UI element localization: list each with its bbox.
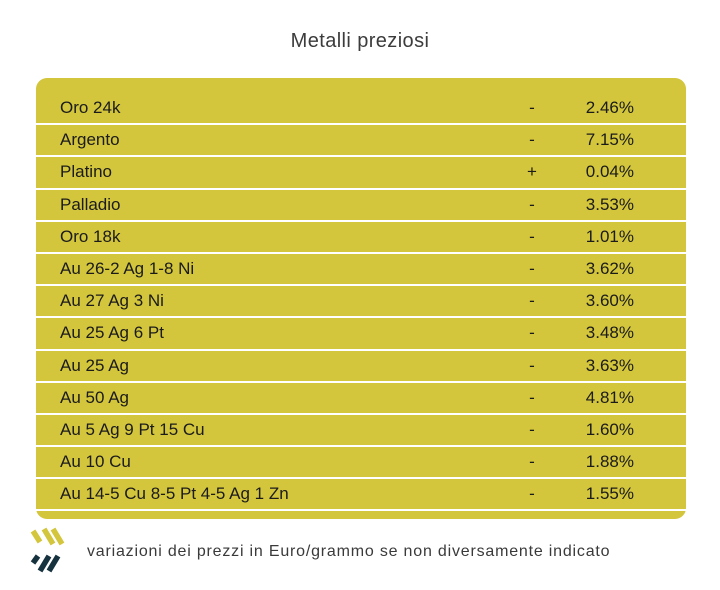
metal-name: Au 25 Ag [60, 355, 130, 375]
table-row: Au 27 Ag 3 Ni - 3.60% [36, 286, 686, 319]
change-sign: - [529, 291, 535, 311]
table-row: Au 25 Ag - 3.63% [36, 351, 686, 383]
change-sign: - [529, 226, 535, 246]
metal-name: Platino [60, 162, 112, 182]
change-percent: 1.88% [585, 452, 634, 472]
table-row: Au 25 Ag 6 Pt - 3.48% [36, 318, 686, 351]
table-row: Argento - 7.15% [36, 125, 686, 158]
change-percent: 3.53% [585, 194, 634, 214]
table-row: Oro 24k - 2.46% [36, 93, 686, 126]
metal-name: Palladio [60, 194, 121, 214]
change-percent: 1.01% [585, 226, 634, 246]
change-percent: 7.15% [585, 130, 634, 150]
metal-name: Au 50 Ag [60, 387, 130, 407]
change-sign: - [529, 259, 535, 279]
metal-name: Oro 24k [60, 98, 121, 118]
change-sign: - [529, 452, 535, 472]
change-sign: - [529, 387, 535, 407]
change-sign: - [529, 130, 535, 150]
change-percent: 3.60% [585, 291, 634, 311]
change-percent: 1.60% [585, 419, 634, 439]
change-percent: 3.63% [585, 355, 634, 375]
change-percent: 3.48% [585, 323, 634, 343]
metal-name: Oro 18k [60, 226, 121, 246]
metal-name: Au 27 Ag 3 Ni [60, 291, 164, 311]
page-title: Metalli preziosi [290, 30, 430, 52]
change-sign: - [529, 194, 535, 214]
change-percent: 4.81% [585, 387, 634, 407]
metal-name: Au 26-2 Ag 1-8 Ni [60, 259, 195, 279]
table-row: Au 14-5 Cu 8-5 Pt 4-5 Ag 1 Zn - 1.55% [36, 479, 686, 512]
change-sign: - [529, 355, 535, 375]
metals-price-table: Oro 24k -2.46% Argento -7.15% Platino +0.04% P… [36, 78, 686, 520]
table-row: Palladio - 3.53% [36, 190, 686, 222]
table-row: Oro 18k - 1.01% [36, 222, 686, 254]
metal-name: Au 14-5 Cu 8-5 Pt 4-5 Ag 1 Zn [60, 484, 289, 504]
metal-name: Au 10 Cu [60, 452, 131, 472]
change-sign: - [529, 98, 535, 118]
table-row: Au 5 Ag 9 Pt 15 Cu - 1.60% [36, 415, 686, 448]
change-percent: 2.46% [585, 98, 634, 118]
change-sign: - [529, 484, 535, 504]
change-sign: - [529, 419, 535, 439]
table-row: Au 10 Cu - 1.88% [36, 447, 686, 480]
metal-name: Au 25 Ag 6 Pt [60, 323, 164, 343]
diagonal-hatch-logo-svg [30, 527, 65, 573]
change-sign: - [529, 323, 535, 343]
metal-name: Au 5 Ag 9 Pt 15 Cu [60, 419, 205, 439]
table-row: Au 50 Ag - 4.81% [36, 383, 686, 415]
change-percent: 3.62% [585, 259, 634, 279]
table-row: Au 26-2 Ag 1-8 Ni - 3.62% [36, 254, 686, 287]
table-row: Platino +0.04% [36, 157, 686, 190]
diagonal-hatch-logo-icon [29, 527, 67, 573]
change-percent: 0.04% [585, 162, 634, 182]
change-sign: + [527, 162, 537, 182]
metal-name: Argento [60, 130, 120, 150]
change-percent: 1.55% [585, 484, 634, 504]
footer-note: variazioni dei prezzi in Euro/grammo se … [87, 543, 611, 560]
